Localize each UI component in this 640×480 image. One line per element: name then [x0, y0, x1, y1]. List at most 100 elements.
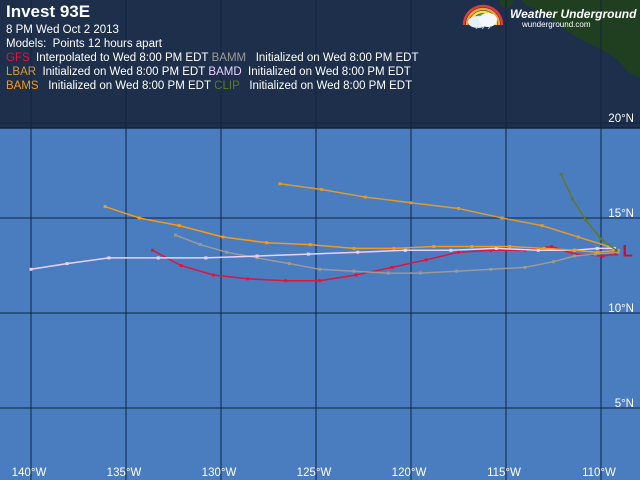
track-bamd: [29, 246, 616, 271]
track-point-bamm: [419, 271, 422, 275]
track-point-lbar: [540, 224, 544, 228]
legend-desc-clip: Initialized on Wed 8:00 PM EDT: [249, 80, 413, 92]
track-point-gfs: [211, 273, 215, 277]
track-point-gfs: [550, 245, 554, 248]
track-point-clip: [584, 218, 588, 222]
track-point-clip: [571, 197, 574, 201]
track-point-bamd: [204, 256, 208, 260]
track-bams: [103, 205, 620, 254]
track-point-gfs: [601, 254, 605, 258]
legend-row-1: GFS Interpolated to Wed 8:00 PM EDT BAMM…: [6, 52, 419, 64]
track-clip: [559, 172, 618, 252]
track-point-clip: [614, 248, 618, 252]
storm-title: Invest 93E: [6, 2, 91, 21]
track-point-bamd: [495, 246, 498, 250]
track-point-gfs: [318, 279, 322, 283]
storm-center-marker: L: [622, 241, 632, 260]
track-point-bamd: [107, 256, 111, 260]
track-point-gfs: [179, 264, 183, 267]
axis-labels: 140°W 135°W 130°W 125°W 120°W 115°W 110°W 20°N 1…: [12, 113, 634, 479]
track-point-bams: [221, 235, 225, 239]
track-point-bamd: [156, 256, 160, 260]
track-point-lbar: [607, 245, 611, 248]
lat-tick-label: 10°N: [608, 303, 634, 315]
track-point-bamd: [356, 250, 360, 254]
lat-tick-label: 20°N: [608, 113, 634, 125]
track-point-bamm: [455, 269, 459, 273]
track-point-bamd: [595, 246, 599, 250]
lat-tick-label: 15°N: [608, 208, 634, 220]
lat-tick-label: 5°N: [615, 398, 634, 410]
track-point-bams: [265, 241, 269, 245]
track-point-gfs: [284, 279, 288, 283]
top-band: [0, 0, 640, 128]
track-point-bams: [352, 246, 356, 250]
track-bamm: [173, 233, 620, 275]
track-point-bamm: [255, 256, 259, 260]
track-point-bams: [508, 245, 512, 248]
lon-tick-label: 120°W: [392, 467, 427, 479]
track-point-gfs: [390, 265, 394, 269]
track-point-bamd: [306, 252, 310, 256]
lon-tick-label: 125°W: [297, 467, 332, 479]
track-point-bams: [103, 205, 107, 209]
track-point-gfs: [572, 252, 576, 256]
track-point-gfs: [489, 248, 493, 252]
track-point-lbar: [320, 188, 324, 191]
legend-model-bamm: BAMM: [211, 52, 247, 64]
legend-model-clip: CLIP: [214, 80, 240, 92]
track-point-bamm: [386, 271, 390, 275]
track-point-bamm: [198, 243, 202, 247]
track-point-bams: [616, 248, 620, 252]
models-note: Points 12 hours apart: [52, 38, 162, 50]
track-point-bamm: [173, 233, 177, 237]
models-label: Models:: [6, 38, 47, 50]
track-point-bamm: [552, 260, 555, 264]
lon-tick-label: 115°W: [487, 467, 521, 479]
track-point-bamm: [523, 265, 527, 269]
legend-desc-bamm: Initialized on Wed 8:00 PM EDT: [255, 52, 419, 64]
track-point-bamd: [536, 248, 540, 252]
timestamp: 8 PM Wed Oct 2 2013: [6, 24, 119, 36]
track-point-bamd: [29, 267, 33, 271]
legend-model-gfs: GFS: [6, 52, 30, 64]
legend-model-bams: BAMS: [6, 80, 39, 92]
weather-underground-logo[interactable]: Weather Underground wunderground.com: [458, 3, 637, 31]
lon-tick-label: 110°W: [582, 467, 616, 479]
track-point-bamm: [318, 267, 322, 271]
track-point-gfs: [354, 273, 358, 277]
track-point-bamd: [255, 254, 259, 258]
legend-row-2: LBAR Initialized on Wed 8:00 PM EDT BAMD…: [6, 66, 411, 78]
track-point-clip: [559, 172, 563, 176]
brand-url: wunderground.com: [522, 20, 591, 29]
track-point-bamm: [489, 267, 493, 271]
track-point-bams: [542, 246, 546, 250]
track-point-lbar: [409, 201, 413, 205]
track-point-lbar: [363, 195, 367, 199]
model-tracks: [29, 172, 620, 283]
track-point-gfs: [151, 248, 155, 252]
brand-name: Weather Underground: [510, 7, 637, 21]
legend-model-bamd: BAMD: [208, 66, 242, 78]
track-point-bamm: [616, 250, 620, 254]
track-point-gfs: [424, 258, 428, 262]
track-point-gfs: [457, 250, 460, 254]
track-point-gfs: [246, 277, 250, 281]
legend-desc-lbar: Initialized on Wed 8:00 PM EDT: [42, 66, 206, 78]
track-line-bamm: [175, 234, 619, 274]
track-point-gfs: [614, 252, 618, 256]
rainbow-cloud-icon: [462, 4, 504, 29]
track-point-bams: [177, 224, 181, 228]
legend-row-3: BAMS Initialized on Wed 8:00 PM EDT CLIP…: [6, 80, 412, 92]
lon-tick-label: 130°W: [202, 467, 237, 479]
legend-desc-bams: Initialized on Wed 8:00 PM EDT: [48, 80, 211, 92]
models-header: Models: Points 12 hours apart: [6, 38, 162, 50]
track-point-bams: [308, 243, 312, 247]
baja-tip-land: [500, 0, 514, 9]
track-point-bamm: [572, 254, 576, 258]
track-point-clip: [599, 237, 603, 241]
track-point-bams: [470, 245, 474, 248]
mexico-coast-land: [520, 0, 640, 78]
